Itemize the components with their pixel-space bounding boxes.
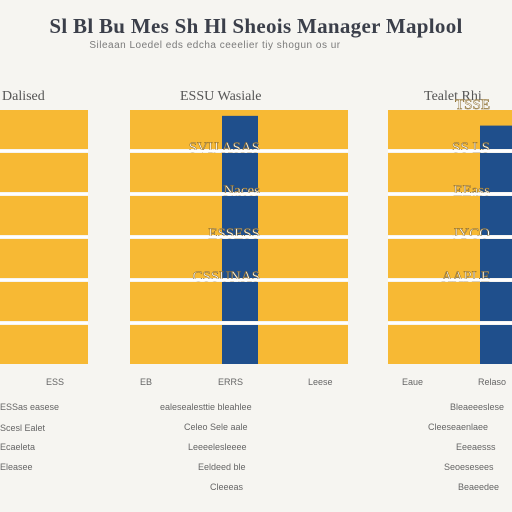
- panel1-axis-label: ESS: [46, 377, 65, 387]
- panel3-note-5: Beaeedee: [458, 482, 500, 492]
- panel1-note-1: ESSas easese: [0, 402, 60, 412]
- chart-subtitle: Sileaan Loedel eds edcha ceeelier tiy sh…: [89, 40, 341, 51]
- bar: [0, 239, 88, 278]
- highlight-bar: [480, 125, 512, 149]
- highlight-bar: [480, 239, 512, 278]
- data-label: SS LS: [452, 140, 490, 156]
- data-label: Naces: [223, 183, 260, 199]
- data-label: CSSUNAS: [192, 269, 260, 285]
- data-label: ESSESS: [208, 226, 260, 242]
- highlight-bar: [222, 196, 258, 235]
- highlight-bar: [222, 239, 258, 278]
- panel3-note-3: Eeeaesss: [456, 442, 496, 452]
- panel3-note-1: Bleaeeeslese: [450, 402, 505, 412]
- panel3-note-2: Cleeseaenlaee: [428, 422, 489, 432]
- highlight-bar: [480, 196, 512, 235]
- panel1-note-4: Eleasee: [0, 462, 33, 472]
- panel3-axis-label-2: Relaso: [478, 377, 507, 387]
- bar: [0, 153, 88, 192]
- bar: [0, 282, 88, 321]
- highlight-bar: [222, 325, 258, 364]
- data-label: JYCO: [452, 226, 490, 242]
- panel2-axis-label-1: EB: [140, 377, 153, 387]
- panel-title-2: ESSU Wasiale: [180, 89, 262, 104]
- data-label: TSSE: [455, 97, 490, 113]
- highlight-bar: [480, 282, 512, 321]
- data-label: AAPLE: [442, 269, 490, 285]
- panel-title-1: Dalised: [2, 89, 45, 104]
- bar: [0, 110, 88, 149]
- panel1-note-3: Ecaeleta: [0, 442, 36, 452]
- panel2-note-4: Eeldeed ble: [198, 462, 246, 472]
- panel-title-3: Tealet Rhi: [424, 89, 482, 104]
- highlight-bar: [480, 153, 512, 192]
- panel1-note-2: Scesl Ealet: [0, 423, 46, 433]
- highlight-bar: [222, 115, 258, 149]
- bar: [0, 325, 88, 364]
- highlight-bar: [480, 325, 512, 364]
- panel2-note-3: Leeeelesleeee: [188, 442, 247, 452]
- panel2-axis-label-2: ERRS: [218, 377, 244, 387]
- chart-title: Sl Bl Bu Mes Sh Hl Sheois Manager Maploo…: [49, 14, 463, 38]
- panel2-note-1: ealesealesttie bleahlee: [160, 402, 252, 412]
- panel2-note-5: Cleeeas: [210, 482, 244, 492]
- panel3-axis-label-1: Eaue: [402, 377, 424, 387]
- highlight-bar: [222, 153, 258, 192]
- highlight-bar: [222, 282, 258, 321]
- bar: [0, 196, 88, 235]
- panel2-axis-label-3: Leese: [308, 377, 333, 387]
- data-label: EEass: [453, 183, 490, 199]
- data-label: SVIJ ASAS: [189, 140, 260, 156]
- panel3-note-4: Seoesesees: [444, 462, 494, 472]
- panel2-note-2: Celeo Sele aale: [184, 422, 248, 432]
